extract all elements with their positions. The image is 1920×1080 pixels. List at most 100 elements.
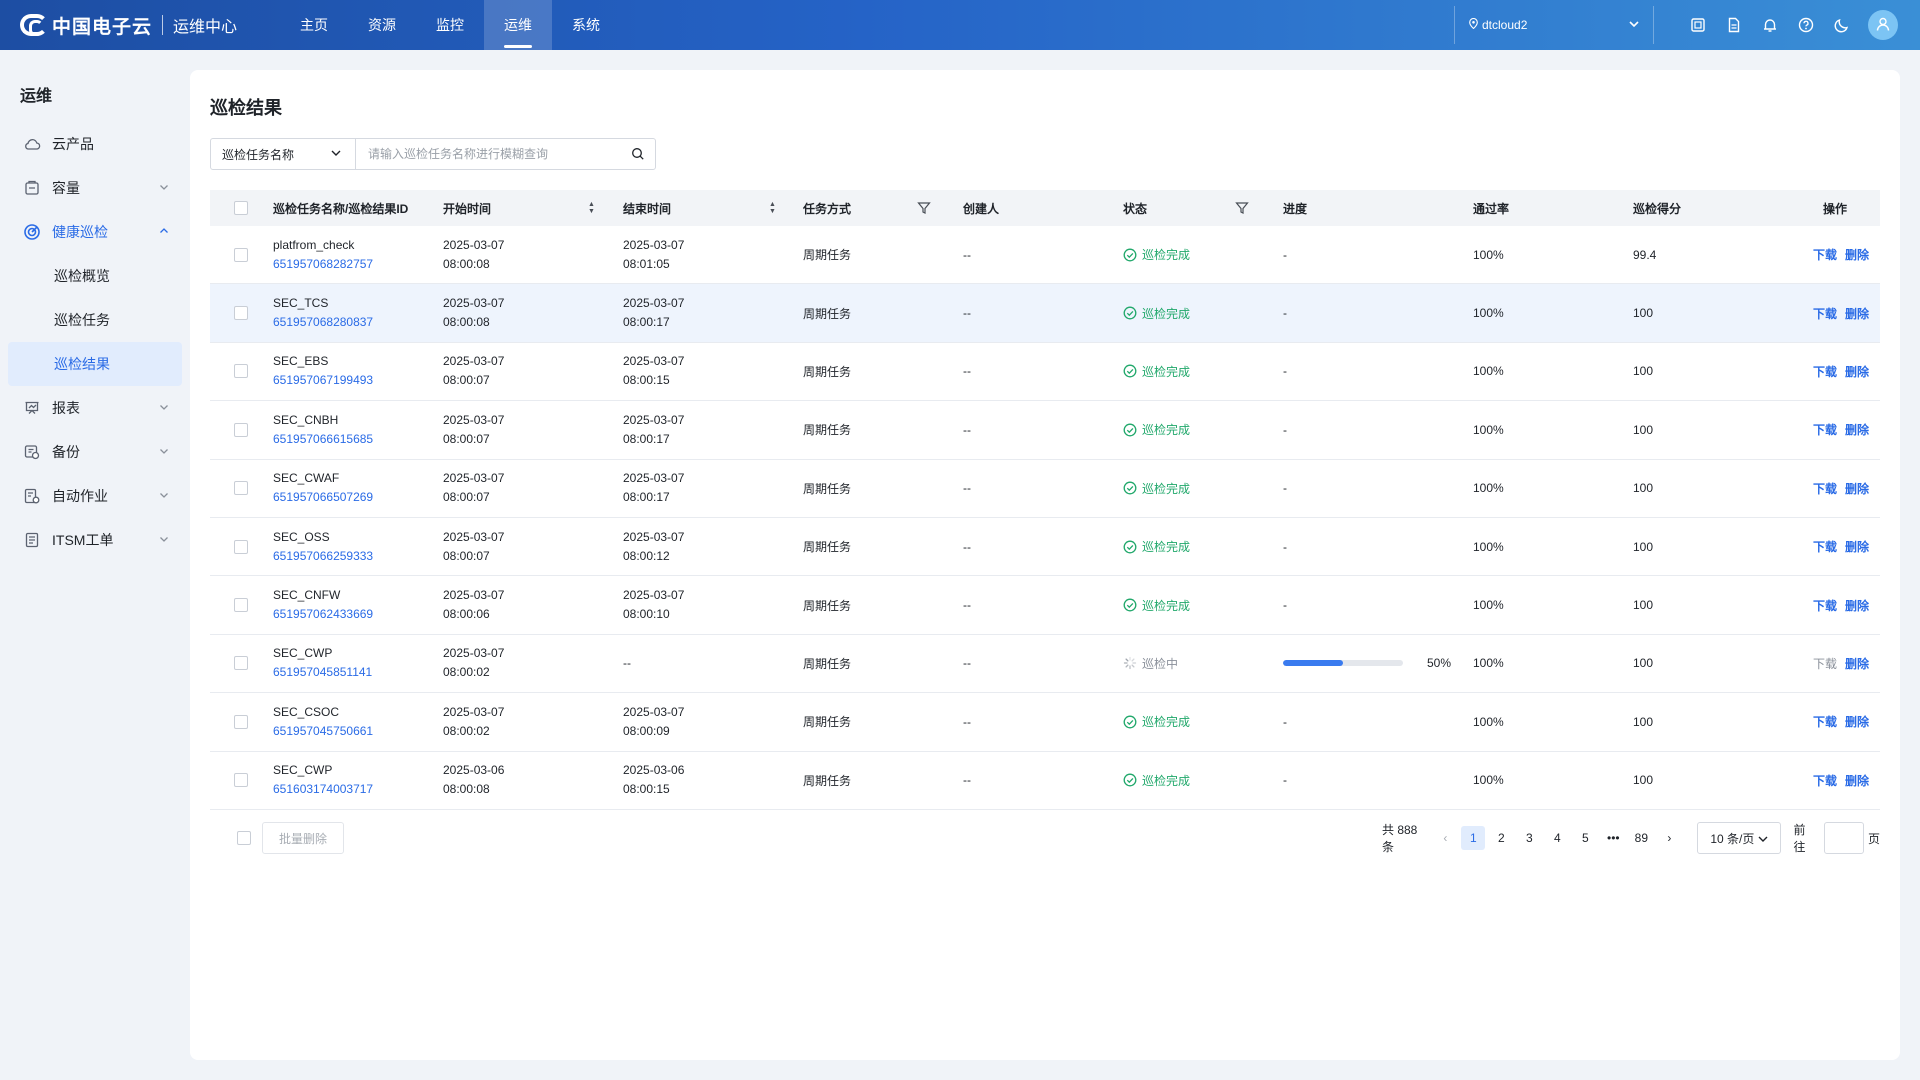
- sidebar-item-inspection-overview[interactable]: 巡检概览: [54, 268, 110, 284]
- row-checkbox[interactable]: [234, 481, 248, 496]
- result-id-link[interactable]: 651957066507269: [273, 490, 374, 505]
- download-link[interactable]: 下载: [1813, 715, 1838, 730]
- row-checkbox[interactable]: [234, 714, 248, 729]
- brand-logo[interactable]: 中国电子云 运维中心: [0, 12, 280, 39]
- download-link[interactable]: 下载: [1813, 306, 1838, 321]
- delete-link[interactable]: 删除: [1845, 715, 1870, 730]
- row-checkbox[interactable]: [234, 422, 248, 437]
- delete-link[interactable]: 删除: [1845, 598, 1870, 613]
- document-icon[interactable]: [1716, 0, 1752, 50]
- table-row[interactable]: SEC_CWP 651957045851141 2025-03-07 08:00:02…: [210, 635, 1880, 694]
- row-checkbox[interactable]: [234, 656, 248, 671]
- download-link[interactable]: 下载: [1813, 540, 1838, 555]
- download-link[interactable]: 下载: [1813, 481, 1838, 496]
- result-id-link[interactable]: 651957045750661: [273, 723, 374, 738]
- sidebar-item-backup[interactable]: 备份: [8, 430, 182, 474]
- result-id-link[interactable]: 651957068280837: [273, 315, 374, 330]
- sidebar-item-inspection-results[interactable]: 巡检结果: [8, 342, 182, 386]
- nav-ops[interactable]: 运维: [484, 0, 552, 50]
- name-id-cell: SEC_OSS 651957066259333: [273, 518, 373, 575]
- table-row[interactable]: SEC_CWAF 651957066507269 2025-03-07 08:00:0…: [210, 460, 1880, 518]
- row-checkbox[interactable]: [234, 247, 248, 262]
- delete-link[interactable]: 删除: [1845, 481, 1870, 496]
- table-row[interactable]: platfrom_check 651957068282757 2025-03-07 0…: [210, 226, 1880, 285]
- filter-icon[interactable]: [1235, 201, 1249, 218]
- page-5[interactable]: 5: [1582, 831, 1589, 845]
- row-checkbox[interactable]: [234, 539, 248, 554]
- result-id-link[interactable]: 651957068282757: [273, 256, 374, 271]
- nav-home[interactable]: 主页: [300, 17, 328, 33]
- delete-link[interactable]: 删除: [1845, 656, 1870, 671]
- row-checkbox[interactable]: [234, 773, 248, 788]
- goto-page-input[interactable]: [1823, 822, 1864, 854]
- creator: --: [963, 364, 971, 379]
- search-field-select[interactable]: 巡检任务名称: [211, 139, 356, 169]
- page-size-select[interactable]: 10 条/页: [1697, 822, 1782, 854]
- filter-icon[interactable]: [917, 201, 931, 218]
- row-checkbox[interactable]: [234, 364, 248, 379]
- nav-resources[interactable]: 资源: [368, 17, 396, 33]
- screen-icon[interactable]: [1680, 0, 1716, 50]
- result-id-link[interactable]: 651957066615685: [273, 431, 374, 446]
- sidebar-item-health-check[interactable]: 健康巡检: [8, 210, 182, 254]
- row-checkbox[interactable]: [234, 306, 248, 321]
- result-id-link[interactable]: 651603174003717: [273, 782, 374, 797]
- delete-link[interactable]: 删除: [1845, 773, 1870, 788]
- delete-link[interactable]: 删除: [1845, 364, 1870, 379]
- result-id-link[interactable]: 651957045851141: [273, 665, 373, 680]
- sidebar-item-label: 自动作业: [52, 488, 108, 504]
- download-link[interactable]: 下载: [1813, 423, 1838, 438]
- score: 100: [1633, 598, 1654, 613]
- search-icon[interactable]: [621, 139, 655, 169]
- table-row[interactable]: SEC_OSS 651957066259333 2025-03-07 08:00:07…: [210, 518, 1880, 577]
- user-avatar[interactable]: [1868, 10, 1898, 40]
- result-id-link[interactable]: 651957066259333: [273, 548, 374, 563]
- page-3[interactable]: 3: [1526, 831, 1533, 845]
- result-id-link[interactable]: 651957062433669: [273, 607, 374, 622]
- nav-system[interactable]: 系统: [572, 17, 600, 33]
- result-id-link[interactable]: 651957067199493: [273, 373, 374, 388]
- start-time: 08:00:02: [443, 723, 490, 738]
- delete-link[interactable]: 删除: [1845, 540, 1870, 555]
- delete-link[interactable]: 删除: [1845, 248, 1870, 263]
- download-link[interactable]: 下载: [1813, 773, 1838, 788]
- table-row[interactable]: SEC_CWP 651603174003717 2025-03-06 08:00:08…: [210, 752, 1880, 810]
- help-icon[interactable]: [1788, 0, 1824, 50]
- table-row[interactable]: SEC_EBS 651957067199493 2025-03-07 08:00:07…: [210, 343, 1880, 402]
- sidebar-item-capacity[interactable]: 容量: [8, 166, 182, 210]
- row-checkbox[interactable]: [234, 598, 248, 613]
- region-selector[interactable]: dtcloud2: [1454, 6, 1654, 44]
- sidebar-item-automation[interactable]: 自动作业: [8, 474, 182, 518]
- more-pages-icon[interactable]: •••: [1607, 831, 1620, 845]
- delete-link[interactable]: 删除: [1845, 306, 1870, 321]
- next-page-icon[interactable]: ›: [1667, 831, 1672, 845]
- search-input[interactable]: [356, 139, 621, 169]
- sidebar-item-inspection-tasks[interactable]: 巡检任务: [54, 312, 110, 328]
- sidebar-item-cloud-products[interactable]: 云产品: [8, 122, 182, 166]
- batch-delete-button[interactable]: 批量删除: [262, 822, 344, 854]
- sidebar-item-reports[interactable]: 报表: [8, 386, 182, 430]
- col-pass-rate: 通过率: [1473, 201, 1510, 216]
- table-row[interactable]: SEC_TCS 651957068280837 2025-03-07 08:00:08…: [210, 284, 1880, 343]
- page-4[interactable]: 4: [1554, 831, 1561, 845]
- nav-monitor[interactable]: 监控: [436, 17, 464, 33]
- page-last[interactable]: 89: [1634, 831, 1649, 845]
- table-row[interactable]: SEC_CNFW 651957062433669 2025-03-07 08:00:0…: [210, 576, 1880, 635]
- sort-icon[interactable]: ▲ ▼: [769, 201, 776, 215]
- delete-link[interactable]: 删除: [1845, 423, 1870, 438]
- end-time: 08:00:09: [623, 723, 670, 738]
- table-row[interactable]: SEC_CNBH 651957066615685 2025-03-07 08:00:0…: [210, 401, 1880, 460]
- page-2[interactable]: 2: [1498, 831, 1505, 845]
- download-link[interactable]: 下载: [1813, 598, 1838, 613]
- sort-icon[interactable]: ▲ ▼: [588, 201, 595, 215]
- footer-select-all-checkbox[interactable]: [237, 831, 251, 845]
- sidebar-item-itsm[interactable]: ITSM工单: [8, 518, 182, 562]
- page-1[interactable]: 1: [1461, 826, 1486, 850]
- table-row[interactable]: SEC_CSOC 651957045750661 2025-03-07 08:00:0…: [210, 693, 1880, 752]
- moon-icon[interactable]: [1824, 0, 1860, 50]
- download-link[interactable]: 下载: [1813, 248, 1838, 263]
- bell-icon[interactable]: [1752, 0, 1788, 50]
- prev-page-icon[interactable]: ‹: [1443, 831, 1448, 845]
- select-all-checkbox[interactable]: [234, 201, 248, 215]
- download-link[interactable]: 下载: [1813, 364, 1838, 379]
